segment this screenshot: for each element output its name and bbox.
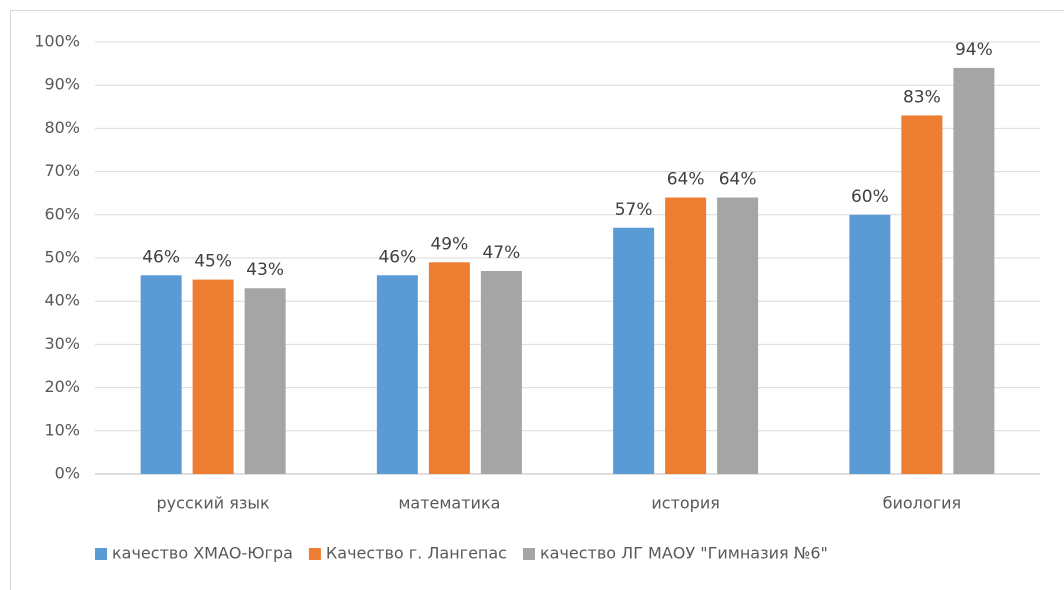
y-tick-label: 80% bbox=[44, 118, 80, 137]
x-tick-label: биология bbox=[883, 494, 962, 513]
chart-border bbox=[10, 10, 1064, 590]
legend-label: качество ХМАО-Югра bbox=[112, 544, 293, 563]
y-tick-label: 90% bbox=[44, 75, 80, 94]
bar bbox=[849, 214, 891, 475]
data-label: 45% bbox=[194, 252, 232, 272]
bar bbox=[901, 115, 943, 474]
x-tick-label: русский язык bbox=[157, 494, 271, 513]
data-label: 46% bbox=[142, 247, 180, 267]
data-label: 46% bbox=[378, 247, 416, 267]
legend-label: качество ЛГ МАОУ "Гимназия №6" bbox=[540, 544, 828, 563]
bar bbox=[665, 197, 707, 474]
legend-label: Качество г. Лангепас bbox=[326, 544, 507, 563]
bar bbox=[244, 288, 286, 474]
bar bbox=[480, 270, 522, 474]
y-tick-label: 30% bbox=[44, 334, 80, 353]
data-label: 57% bbox=[615, 200, 653, 220]
data-label: 94% bbox=[955, 40, 993, 60]
y-tick-label: 0% bbox=[55, 464, 80, 483]
y-tick-label: 10% bbox=[44, 420, 80, 439]
data-label: 64% bbox=[719, 170, 757, 190]
bar bbox=[376, 275, 418, 474]
bar bbox=[140, 275, 182, 474]
y-tick-label: 60% bbox=[44, 204, 80, 223]
x-tick-label: математика bbox=[398, 494, 500, 513]
data-label: 83% bbox=[903, 87, 941, 107]
legend-swatch bbox=[308, 548, 321, 560]
y-tick-label: 20% bbox=[44, 377, 80, 396]
data-label: 47% bbox=[482, 243, 520, 263]
legend-swatch bbox=[522, 548, 535, 560]
bar bbox=[953, 67, 995, 475]
data-label: 64% bbox=[667, 170, 705, 190]
bar bbox=[717, 197, 759, 474]
y-tick-label: 100% bbox=[34, 32, 80, 51]
bar bbox=[613, 227, 655, 474]
x-tick-label: история bbox=[651, 494, 719, 513]
data-label: 43% bbox=[246, 260, 284, 280]
y-tick-label: 50% bbox=[44, 248, 80, 267]
y-tick-label: 40% bbox=[44, 291, 80, 310]
data-label: 49% bbox=[430, 234, 468, 254]
bar bbox=[428, 262, 470, 474]
legend-swatch bbox=[95, 548, 107, 560]
bar bbox=[192, 279, 234, 474]
data-label: 60% bbox=[851, 187, 889, 207]
y-tick-label: 70% bbox=[44, 161, 80, 180]
